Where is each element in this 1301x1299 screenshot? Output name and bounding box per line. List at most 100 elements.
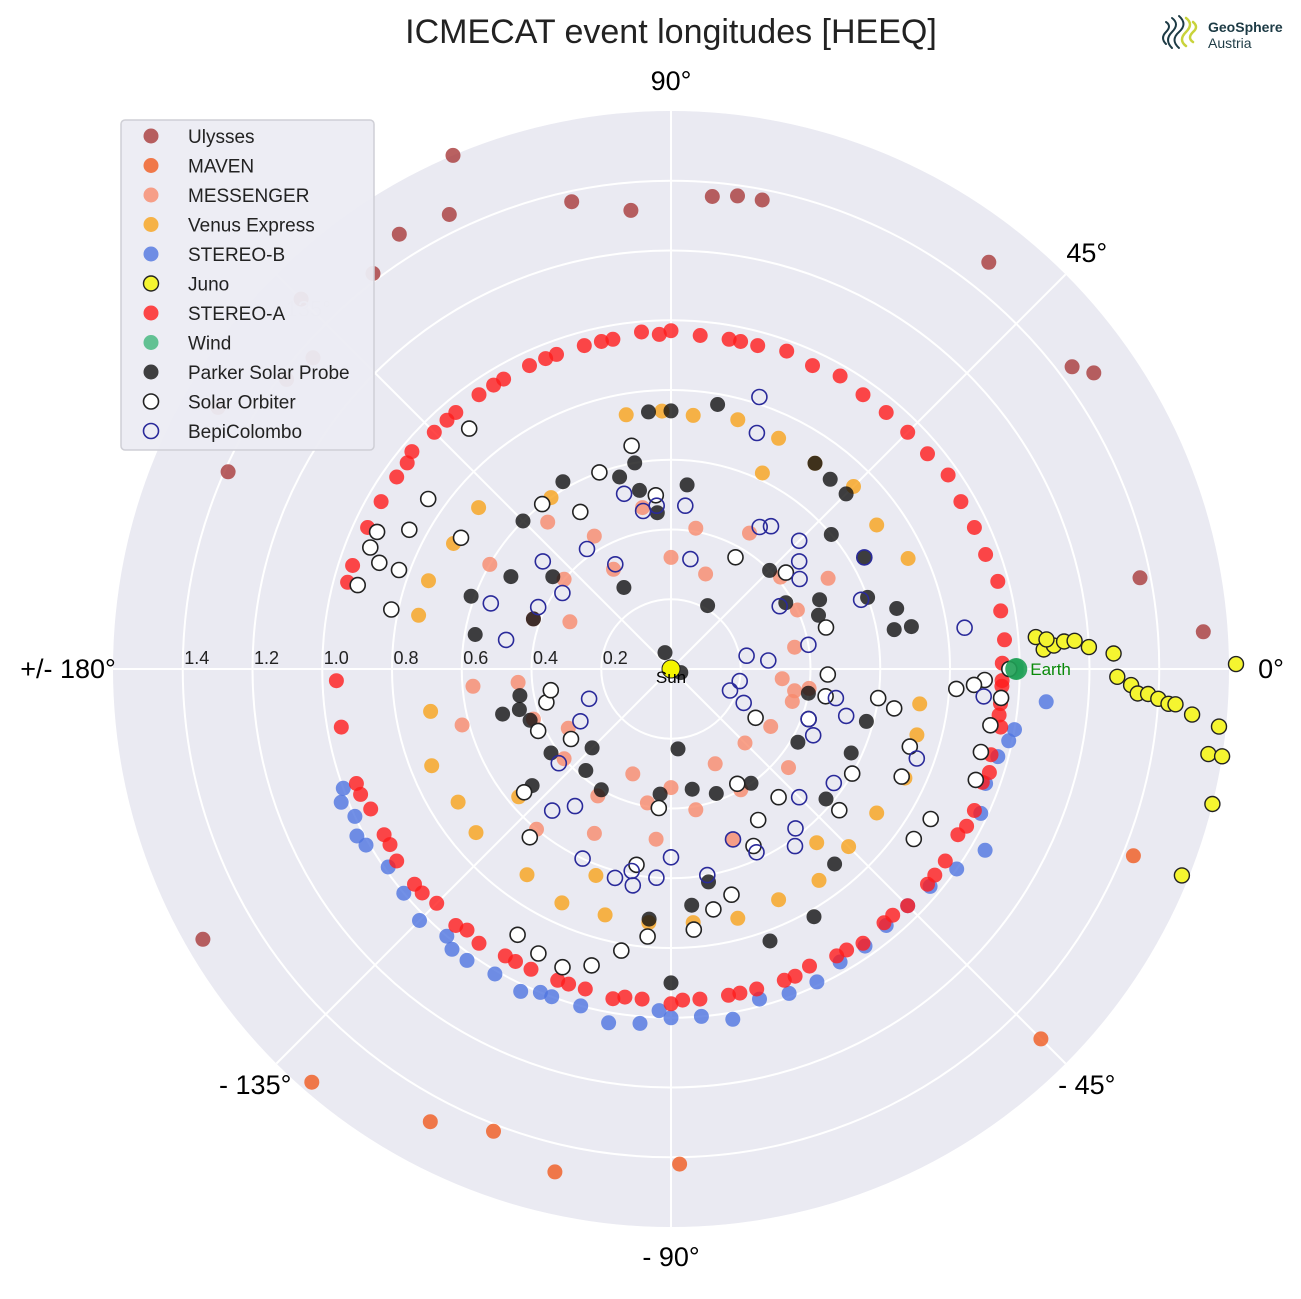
- data-point: [533, 495, 551, 513]
- data-point: [771, 430, 787, 446]
- data-point: [748, 843, 765, 861]
- r-tick-label: 0.4: [533, 648, 558, 668]
- legend-marker: [143, 187, 159, 203]
- data-point: [648, 869, 665, 887]
- data-point: [751, 518, 769, 536]
- data-point: [830, 801, 848, 819]
- data-point: [363, 801, 379, 817]
- data-point: [1227, 655, 1245, 673]
- data-point: [920, 446, 935, 462]
- data-point: [908, 750, 926, 767]
- data-point: [685, 407, 701, 423]
- data-point: [1125, 848, 1141, 864]
- data-point: [800, 710, 817, 728]
- data-point: [554, 895, 570, 911]
- data-point: [685, 921, 703, 938]
- data-point: [511, 702, 527, 718]
- data-point: [586, 825, 602, 841]
- data-point: [900, 898, 916, 914]
- data-point: [800, 685, 816, 701]
- angle-label: - 135°: [219, 1070, 291, 1100]
- data-point: [754, 465, 770, 481]
- data-point: [572, 712, 589, 730]
- data-point: [790, 532, 808, 550]
- data-point: [856, 549, 872, 565]
- data-point: [749, 811, 767, 829]
- data-point: [754, 192, 770, 208]
- data-point: [820, 570, 836, 586]
- data-point: [349, 828, 365, 844]
- data-point: [625, 766, 641, 782]
- legend-label: MAVEN: [188, 157, 254, 178]
- data-point: [732, 985, 748, 1001]
- data-point: [389, 469, 405, 485]
- data-point: [781, 760, 796, 776]
- legend-marker: [143, 158, 159, 173]
- earth-marker: [1005, 658, 1028, 680]
- grid-spoke-315: [670, 668, 1067, 1065]
- data-point: [349, 576, 367, 594]
- data-point: [688, 802, 704, 818]
- data-point: [805, 358, 820, 374]
- earth-label: Earth: [1030, 660, 1071, 679]
- series-solar-orbiter: [349, 420, 1018, 976]
- data-point: [651, 1003, 667, 1019]
- data-point: [806, 909, 822, 925]
- chart-title: ICMECAT event longitudes [HEEQ]: [405, 13, 937, 51]
- data-point: [852, 591, 870, 609]
- series-stereo-a: [328, 323, 1012, 1012]
- data-point: [547, 1164, 563, 1180]
- data-point: [869, 517, 885, 533]
- data-point: [802, 958, 817, 974]
- data-point: [459, 922, 475, 938]
- data-point: [650, 799, 668, 817]
- data-point: [684, 781, 700, 797]
- data-point: [878, 405, 894, 420]
- data-point: [730, 188, 745, 204]
- series-stereo-b: [333, 694, 1054, 1031]
- legend-marker: [143, 305, 159, 321]
- polar-plot-area: 0.20.40.60.81.01.21.40°45°90°135°+/- 180…: [20, 66, 1284, 1272]
- data-point: [981, 254, 997, 270]
- data-point: [790, 788, 808, 806]
- data-point: [606, 555, 624, 573]
- data-point: [809, 835, 825, 851]
- data-point: [612, 942, 630, 959]
- data-point: [1213, 748, 1231, 765]
- data-point: [605, 331, 621, 347]
- data-point: [927, 867, 943, 883]
- r-tick-label: 1.4: [184, 648, 209, 668]
- data-point: [468, 825, 484, 841]
- data-point: [471, 935, 487, 951]
- data-point: [578, 763, 594, 778]
- geosphere-logo-mark: [1162, 15, 1198, 49]
- data-point: [670, 741, 686, 757]
- series-maven: [304, 848, 1141, 1180]
- data-point: [843, 765, 861, 782]
- data-point: [663, 780, 679, 796]
- data-point: [982, 716, 999, 734]
- legend-label: STEREO-A: [188, 304, 285, 325]
- data-point: [529, 598, 547, 616]
- data-point: [482, 556, 498, 572]
- data-point: [632, 1015, 648, 1031]
- data-point: [977, 842, 993, 858]
- data-point: [724, 831, 742, 848]
- data-point: [789, 602, 805, 618]
- data-point: [304, 1074, 320, 1090]
- data-point: [390, 561, 408, 579]
- data-point: [751, 388, 768, 406]
- legend-marker: [143, 246, 159, 262]
- sun-marker: [661, 659, 681, 679]
- sun-label: Sun: [656, 668, 686, 687]
- data-point: [486, 1123, 501, 1139]
- data-point: [544, 989, 560, 1005]
- data-point: [586, 528, 602, 544]
- data-point: [641, 911, 657, 927]
- data-point: [634, 502, 652, 520]
- data-point: [593, 782, 609, 798]
- data-point: [632, 482, 647, 498]
- data-point: [762, 517, 780, 535]
- data-point: [900, 424, 916, 440]
- logo-sub: Austria: [1208, 35, 1252, 51]
